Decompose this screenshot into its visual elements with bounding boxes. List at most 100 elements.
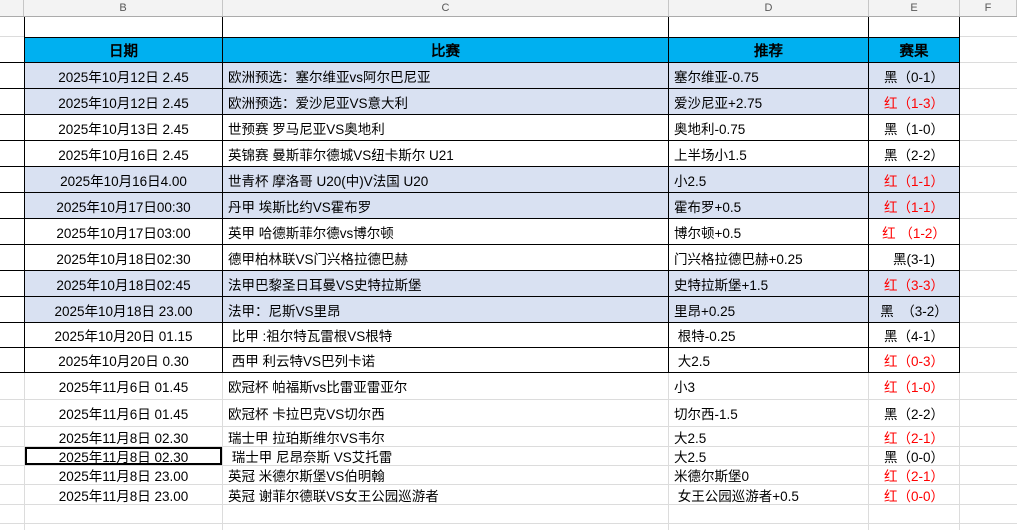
pick-cell[interactable]: 大2.5	[669, 348, 869, 373]
result-cell[interactable]: 红（3-3）	[869, 271, 960, 297]
row-margin-cell[interactable]	[0, 485, 24, 505]
row-margin-cell[interactable]	[0, 271, 24, 297]
result-cell[interactable]: 红（2-1）	[869, 466, 960, 485]
empty-cell[interactable]	[960, 447, 1017, 466]
row-margin-cell[interactable]	[0, 193, 24, 219]
empty-cell[interactable]	[960, 245, 1017, 271]
empty-cell[interactable]	[869, 524, 960, 530]
result-cell[interactable]: 黑（2-2）	[869, 400, 960, 427]
column-header-e[interactable]: E	[869, 0, 960, 16]
match-cell[interactable]: 德甲柏林联VS门兴格拉德巴赫	[223, 245, 669, 271]
spacer-cell[interactable]	[960, 17, 1017, 37]
empty-cell[interactable]	[24, 505, 223, 524]
pick-cell[interactable]: 奥地利-0.75	[669, 115, 869, 141]
empty-cell[interactable]	[223, 505, 669, 524]
pick-cell[interactable]: 上半场小1.5	[669, 141, 869, 167]
empty-cell[interactable]	[24, 524, 223, 530]
date-cell[interactable]: 2025年11月6日 01.45	[24, 400, 223, 427]
match-cell[interactable]: 西甲 利云特VS巴列卡诺	[223, 348, 669, 373]
match-cell[interactable]: 瑞士甲 拉珀斯维尔VS韦尔	[223, 427, 669, 447]
empty-cell[interactable]	[960, 219, 1017, 245]
empty-cell[interactable]	[960, 115, 1017, 141]
empty-cell[interactable]	[960, 466, 1017, 485]
row-margin-cell[interactable]	[0, 427, 24, 447]
row-margin-cell[interactable]	[0, 348, 24, 373]
date-cell[interactable]: 2025年10月20日 0.30	[24, 348, 223, 373]
match-cell[interactable]: 英甲 哈德斯菲尔德vs博尔顿	[223, 219, 669, 245]
pick-cell[interactable]: 史特拉斯堡+1.5	[669, 271, 869, 297]
header-match[interactable]: 比赛	[223, 37, 669, 63]
match-cell[interactable]: 欧冠杯 帕福斯vs比雷亚雷亚尔	[223, 373, 669, 400]
spacer-cell[interactable]	[960, 37, 1017, 63]
pick-cell[interactable]: 门兴格拉德巴赫+0.25	[669, 245, 869, 271]
result-cell[interactable]: 红（2-1）	[869, 427, 960, 447]
empty-cell[interactable]	[960, 167, 1017, 193]
empty-cell[interactable]	[960, 427, 1017, 447]
match-cell[interactable]: 英冠 谢菲尔德联VS女王公园巡游者	[223, 485, 669, 505]
date-cell[interactable]: 2025年10月17日00:30	[24, 193, 223, 219]
column-header-a[interactable]	[0, 0, 24, 16]
empty-cell[interactable]	[0, 505, 24, 524]
match-cell[interactable]: 世预赛 罗马尼亚VS奥地利	[223, 115, 669, 141]
result-cell[interactable]: 黑（2-2）	[869, 141, 960, 167]
header-date[interactable]: 日期	[24, 37, 223, 63]
row-margin-cell[interactable]	[0, 400, 24, 427]
column-header-f[interactable]: F	[960, 0, 1017, 16]
pick-cell[interactable]: 米德尔斯堡0	[669, 466, 869, 485]
pick-cell[interactable]: 大2.5	[669, 427, 869, 447]
empty-cell[interactable]	[960, 193, 1017, 219]
date-cell[interactable]: 2025年10月13日 2.45	[24, 115, 223, 141]
result-cell[interactable]: 黑 （3-2）	[869, 297, 960, 323]
empty-cell[interactable]	[960, 400, 1017, 427]
result-cell[interactable]: 黑（4-1）	[869, 323, 960, 348]
pick-cell[interactable]: 根特-0.25	[669, 323, 869, 348]
spacer-cell[interactable]	[869, 17, 960, 37]
header-pick[interactable]: 推荐	[669, 37, 869, 63]
pick-cell[interactable]: 霍布罗+0.5	[669, 193, 869, 219]
match-cell[interactable]: 比甲 :祖尔特瓦雷根VS根特	[223, 323, 669, 348]
result-cell[interactable]: 黑（0-1）	[869, 63, 960, 89]
row-margin-cell[interactable]	[0, 447, 24, 466]
date-cell[interactable]: 2025年10月16日 2.45	[24, 141, 223, 167]
match-cell[interactable]: 欧洲预选：塞尔维亚vs阿尔巴尼亚	[223, 63, 669, 89]
empty-cell[interactable]	[960, 63, 1017, 89]
row-margin-cell[interactable]	[0, 167, 24, 193]
pick-cell[interactable]: 里昂+0.25	[669, 297, 869, 323]
empty-cell[interactable]	[0, 524, 24, 530]
pick-cell[interactable]: 切尔西-1.5	[669, 400, 869, 427]
result-cell[interactable]: 红（0-0）	[869, 485, 960, 505]
date-cell[interactable]: 2025年10月20日 01.15	[24, 323, 223, 348]
empty-cell[interactable]	[960, 89, 1017, 115]
row-margin-cell[interactable]	[0, 466, 24, 485]
row-margin-cell[interactable]	[0, 141, 24, 167]
date-cell[interactable]: 2025年10月18日02:30	[24, 245, 223, 271]
pick-cell[interactable]: 女王公园巡游者+0.5	[669, 485, 869, 505]
row-margin-cell[interactable]	[0, 89, 24, 115]
date-cell[interactable]: 2025年10月17日03:00	[24, 219, 223, 245]
row-margin-cell[interactable]	[0, 323, 24, 348]
column-header-d[interactable]: D	[669, 0, 869, 16]
pick-cell[interactable]: 小2.5	[669, 167, 869, 193]
date-cell[interactable]: 2025年10月18日 23.00	[24, 297, 223, 323]
pick-cell[interactable]: 博尔顿+0.5	[669, 219, 869, 245]
header-result[interactable]: 赛果	[869, 37, 960, 63]
empty-cell[interactable]	[223, 524, 669, 530]
empty-cell[interactable]	[960, 524, 1017, 530]
date-cell[interactable]: 2025年11月6日 01.45	[24, 373, 223, 400]
empty-cell[interactable]	[960, 505, 1017, 524]
spacer-cell[interactable]	[669, 17, 869, 37]
date-cell[interactable]: 2025年10月12日 2.45	[24, 63, 223, 89]
empty-cell[interactable]	[669, 505, 869, 524]
result-cell[interactable]: 黑（1-0）	[869, 115, 960, 141]
match-cell[interactable]: 欧洲预选：爱沙尼亚VS意大利	[223, 89, 669, 115]
match-cell[interactable]: 法甲巴黎圣日耳曼VS史特拉斯堡	[223, 271, 669, 297]
empty-cell[interactable]	[960, 348, 1017, 373]
match-cell[interactable]: 世青杯 摩洛哥 U20(中)V法国 U20	[223, 167, 669, 193]
date-cell[interactable]: 2025年11月8日 02.30	[24, 447, 223, 466]
result-cell[interactable]: 黑（0-0）	[869, 447, 960, 466]
empty-cell[interactable]	[960, 485, 1017, 505]
pick-cell[interactable]: 塞尔维亚-0.75	[669, 63, 869, 89]
date-cell[interactable]: 2025年10月12日 2.45	[24, 89, 223, 115]
result-cell[interactable]: 黑(3-1)	[869, 245, 960, 271]
empty-cell[interactable]	[960, 373, 1017, 400]
